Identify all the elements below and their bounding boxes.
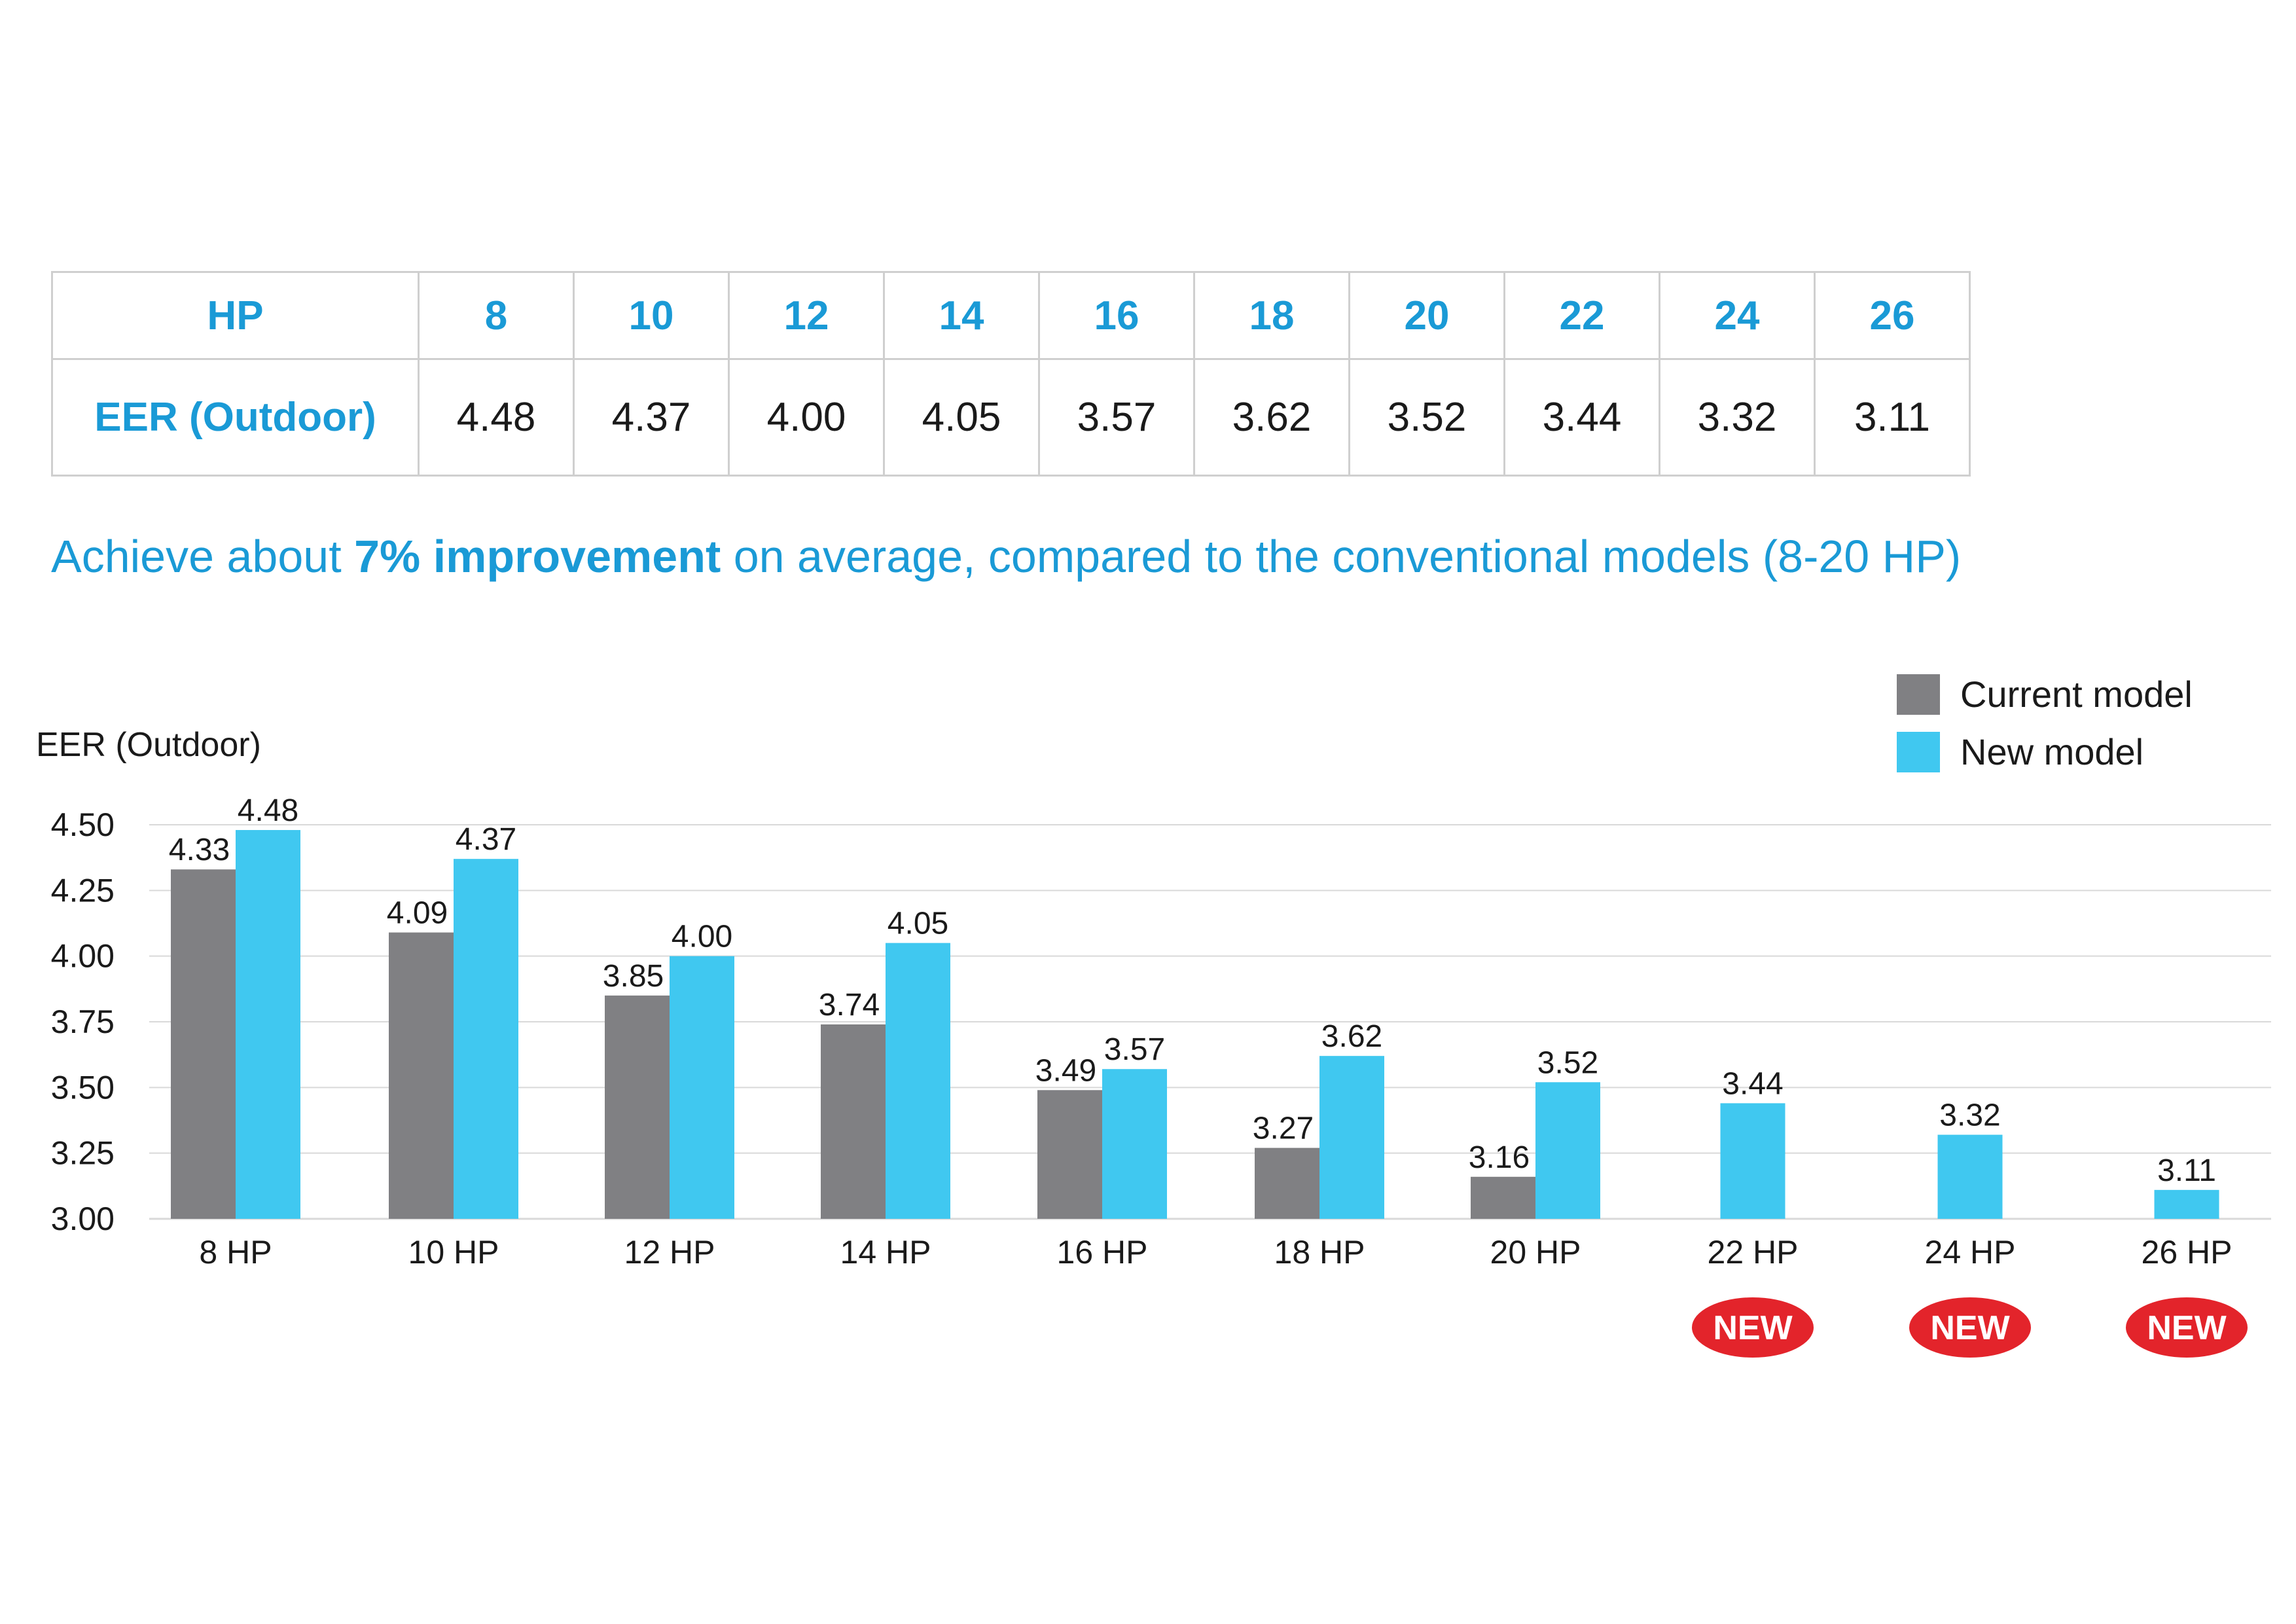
value-label-new: 3.52 — [1537, 1045, 1598, 1080]
eer-cell: 3.57 — [1038, 358, 1195, 477]
eer-cell: 3.32 — [1659, 358, 1816, 477]
hp-cell: 10 — [573, 271, 730, 360]
legend: Current model New model — [1897, 674, 2193, 772]
bar-current — [1471, 1176, 1535, 1219]
x-tick-label: 8 HP — [199, 1234, 272, 1271]
x-tick-label: 24 HP — [1925, 1234, 2016, 1271]
value-labels: 4.334.48 4.09 4.37 3.854.00 3.74 4.05 3.493.57… — [169, 793, 2216, 1188]
new-badge — [1692, 1297, 1814, 1358]
value-label-new: 3.44 — [1722, 1066, 1783, 1101]
hp-cell: 26 — [1814, 271, 1971, 360]
bar-current — [389, 932, 454, 1219]
hp-cell: 20 — [1348, 271, 1505, 360]
value-label-new: 3.62 — [1321, 1019, 1382, 1054]
hp-cell: 8 — [418, 271, 575, 360]
headline: Achieve about 7% improvement on average,… — [51, 530, 1961, 583]
bar-new — [2154, 1189, 2219, 1219]
eer-cell: 3.44 — [1503, 358, 1660, 477]
bar-new — [886, 943, 950, 1219]
bar-new — [1319, 1056, 1384, 1219]
eer-cell: 4.37 — [573, 358, 730, 477]
x-tick-label: 20 HP — [1490, 1234, 1581, 1271]
y-tick-label: 3.25 — [51, 1135, 115, 1172]
eer-cell: 3.52 — [1348, 358, 1505, 477]
x-tick-label: 22 HP — [1708, 1234, 1799, 1271]
eer-row: EER (Outdoor) 4.48 4.37 4.00 4.05 3.57 3.62 3.… — [51, 358, 1971, 477]
x-tick-label: 18 HP — [1274, 1234, 1365, 1271]
headline-emphasis: 7% improvement — [354, 531, 721, 582]
x-tick-label: 12 HP — [624, 1234, 715, 1271]
eer-cell: 4.05 — [883, 358, 1040, 477]
bar-new — [454, 859, 518, 1219]
value-label-current: 3.85 — [603, 959, 664, 994]
legend-label-new: New model — [1960, 731, 2144, 772]
x-tick-label: 14 HP — [840, 1234, 931, 1271]
bar-new — [236, 830, 300, 1219]
y-tick-label: 4.25 — [51, 872, 115, 909]
y-tick-label: 3.75 — [51, 1003, 115, 1040]
hp-cell: 24 — [1659, 271, 1816, 360]
eer-cell: 4.00 — [728, 358, 885, 477]
hp-header-label: HP — [51, 271, 420, 360]
value-label-new: 3.57 — [1104, 1032, 1165, 1067]
hp-cell: 16 — [1038, 271, 1195, 360]
value-label-new: 3.11 — [2157, 1153, 2216, 1188]
y-tick-label: 4.50 — [51, 806, 115, 843]
y-tick-label: 4.00 — [51, 938, 115, 975]
new-badge — [2126, 1297, 2248, 1358]
bar-new — [1535, 1082, 1600, 1219]
spec-table: HP 8 10 12 14 16 18 20 22 24 26 EER (Outdoor) 4.4… — [51, 271, 1971, 477]
eer-cell: 3.11 — [1814, 358, 1971, 477]
value-label-current: 3.49 — [1035, 1053, 1096, 1088]
value-label-new: 4.48 — [238, 793, 298, 828]
bar-current — [605, 995, 670, 1219]
x-tick-label: 16 HP — [1057, 1234, 1148, 1271]
hp-cell: 12 — [728, 271, 885, 360]
legend-swatch-current — [1897, 674, 1940, 715]
bars — [171, 830, 2219, 1219]
value-label-current: 4.09 — [387, 896, 448, 931]
bar-new — [1720, 1103, 1785, 1219]
bar-current — [1255, 1147, 1319, 1219]
bar-new — [1937, 1134, 2003, 1219]
headline-prefix: Achieve about — [51, 531, 355, 582]
bar-current — [1037, 1090, 1102, 1219]
value-label-current: 3.27 — [1253, 1111, 1314, 1146]
value-label-new: 4.00 — [672, 920, 732, 954]
hp-row: HP 8 10 12 14 16 18 20 22 24 26 — [51, 271, 1971, 360]
hp-cell: 14 — [883, 271, 1040, 360]
value-label-current: 4.33 — [169, 833, 230, 867]
bar-current — [171, 869, 236, 1219]
value-label-current: 3.74 — [819, 988, 880, 1022]
new-badge-label: NEW — [1930, 1309, 2010, 1347]
legend-swatch-new — [1897, 732, 1940, 772]
x-tick-label: 10 HP — [408, 1234, 499, 1271]
eer-cell: 4.48 — [418, 358, 575, 477]
hp-cell: 22 — [1503, 271, 1660, 360]
bar-current — [821, 1024, 886, 1219]
value-label-current: 3.16 — [1469, 1140, 1530, 1175]
value-label-new: 4.05 — [888, 907, 948, 941]
value-label-new: 4.37 — [456, 822, 516, 857]
eer-bar-chart: 4.334.484.094.373.854.003.744.053.493.57… — [36, 674, 2271, 1358]
x-tick-label: 26 HP — [2142, 1234, 2233, 1271]
y-tick-label: 3.50 — [51, 1069, 115, 1106]
headline-suffix: on average, compared to the conventional… — [721, 531, 1962, 582]
eer-cell: 3.62 — [1193, 358, 1350, 477]
value-label-new: 3.32 — [1939, 1098, 2000, 1133]
eer-row-label: EER (Outdoor) — [51, 358, 420, 477]
bar-new — [670, 956, 734, 1219]
bar-new — [1102, 1069, 1167, 1219]
new-badge-label: NEW — [2147, 1309, 2227, 1347]
legend-label-current: Current model — [1960, 674, 2193, 715]
y-axis-label: EER (Outdoor) — [36, 726, 261, 764]
axes: 4.50 4.25 4.00 3.75 3.50 3.25 3.00 8 HP 10 HP 12 … — [51, 806, 2248, 1358]
new-badge-label: NEW — [1713, 1309, 1793, 1347]
y-tick-label: 3.00 — [51, 1200, 115, 1237]
new-badge — [1909, 1297, 2031, 1358]
hp-cell: 18 — [1193, 271, 1350, 360]
